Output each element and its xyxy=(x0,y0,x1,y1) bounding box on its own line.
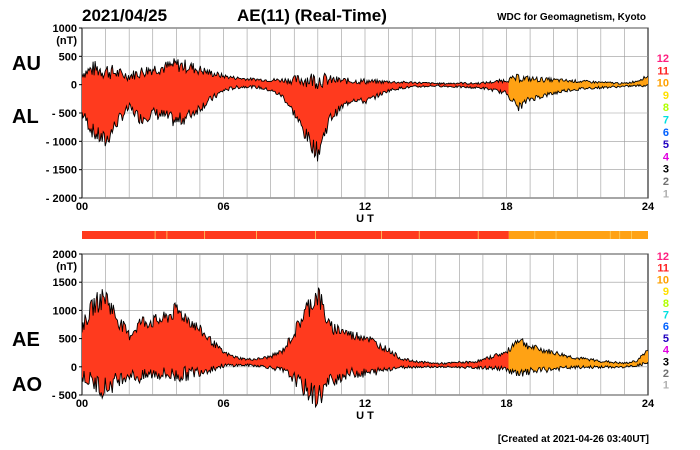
area-fill-11-stations xyxy=(82,287,510,407)
x-tick-label: 12 xyxy=(359,398,371,410)
legend-station-count: 8 xyxy=(663,298,669,310)
legend-station-count: 10 xyxy=(657,274,669,286)
x-tick-label: 06 xyxy=(217,201,229,213)
area-fill-10-stations xyxy=(508,338,648,377)
series-line-ae xyxy=(81,287,649,365)
legend-station-count: 2 xyxy=(663,368,669,380)
station-bar-segment-11 xyxy=(82,231,509,239)
series-line-ao xyxy=(81,361,649,409)
ao-label: AO xyxy=(12,374,42,396)
legend-station-count: 2 xyxy=(663,176,669,188)
legend-station-count: 11 xyxy=(657,263,669,275)
station-count-bar xyxy=(82,231,648,239)
station-bar-segment-10 xyxy=(508,231,648,239)
y-tick-label: - 500 xyxy=(52,108,77,120)
legend-station-count: 9 xyxy=(663,286,669,298)
date-label: 2021/04/25 xyxy=(82,6,167,25)
source-label: WDC for Geomagnetism, Kyoto xyxy=(497,12,646,23)
panel-ae-ao: 2000 1500 1000 500 0 - 500 (nT) 00 06 12 18 24 U T xyxy=(52,249,655,422)
series-line-au xyxy=(81,58,649,90)
legend-station-count: 5 xyxy=(663,139,669,151)
y-tick-label: - 2000 xyxy=(46,193,77,205)
y-unit-label: (nT) xyxy=(56,261,77,273)
y-tick-label: - 1500 xyxy=(46,165,77,177)
legend-station-count: 11 xyxy=(657,65,669,77)
x-tick-label: 12 xyxy=(359,201,371,213)
panel-au-al: 1000 500 0 - 500 - 1000 - 1500 - 2000 (nT) 00 06 1… xyxy=(46,23,655,225)
legend-station-count: 4 xyxy=(663,151,670,163)
legend-station-count: 3 xyxy=(663,164,669,176)
y-tick-label: 1000 xyxy=(53,305,77,317)
x-tick-label: 18 xyxy=(500,398,512,410)
legend-station-count: 8 xyxy=(663,102,669,114)
x-tick-label: 00 xyxy=(76,398,88,410)
y-tick-label: 1500 xyxy=(53,277,77,289)
legend-station-count: 7 xyxy=(663,310,669,322)
x-tick-label: 00 xyxy=(76,201,88,213)
legend-station-count: 6 xyxy=(663,321,669,333)
x-tick-label: 18 xyxy=(500,201,512,213)
legend-station-count: 10 xyxy=(657,78,669,90)
legend-station-count: 4 xyxy=(663,345,670,357)
legend-station-count: 12 xyxy=(657,53,669,65)
legend-station-count: 9 xyxy=(663,90,669,102)
series-line-al xyxy=(81,83,649,162)
y-unit-label: (nT) xyxy=(56,35,77,47)
area-fill-11-stations xyxy=(82,58,510,162)
y-tick-label: - 1000 xyxy=(46,136,77,148)
legend-station-count: 5 xyxy=(663,333,669,345)
x-axis-title: U T xyxy=(356,213,374,225)
y-tick-label: 0 xyxy=(71,80,77,92)
x-tick-label: 24 xyxy=(642,398,655,410)
legend-station-count: 1 xyxy=(663,188,669,200)
y-tick-label: 1000 xyxy=(53,23,77,35)
au-label: AU xyxy=(12,53,41,75)
chart-title: AE(11) (Real-Time) xyxy=(237,6,387,25)
y-tick-label: 0 xyxy=(71,362,77,374)
al-label: AL xyxy=(12,106,39,128)
legend-station-count: 3 xyxy=(663,356,669,368)
ae-label: AE xyxy=(12,329,40,351)
legend-station-count: 12 xyxy=(657,251,669,263)
legend-station-count: 6 xyxy=(663,127,669,139)
legend-station-count: 7 xyxy=(663,115,669,127)
x-tick-label: 06 xyxy=(217,398,229,410)
created-timestamp: [Created at 2021-04-26 03:40UT] xyxy=(498,434,649,445)
y-tick-label: 500 xyxy=(59,51,77,63)
legend-station-count: 1 xyxy=(663,380,669,392)
y-tick-label: 2000 xyxy=(53,249,77,261)
y-tick-label: - 500 xyxy=(52,390,77,402)
y-tick-label: 500 xyxy=(59,334,77,346)
x-tick-label: 24 xyxy=(642,201,655,213)
x-axis-title: U T xyxy=(356,410,374,422)
